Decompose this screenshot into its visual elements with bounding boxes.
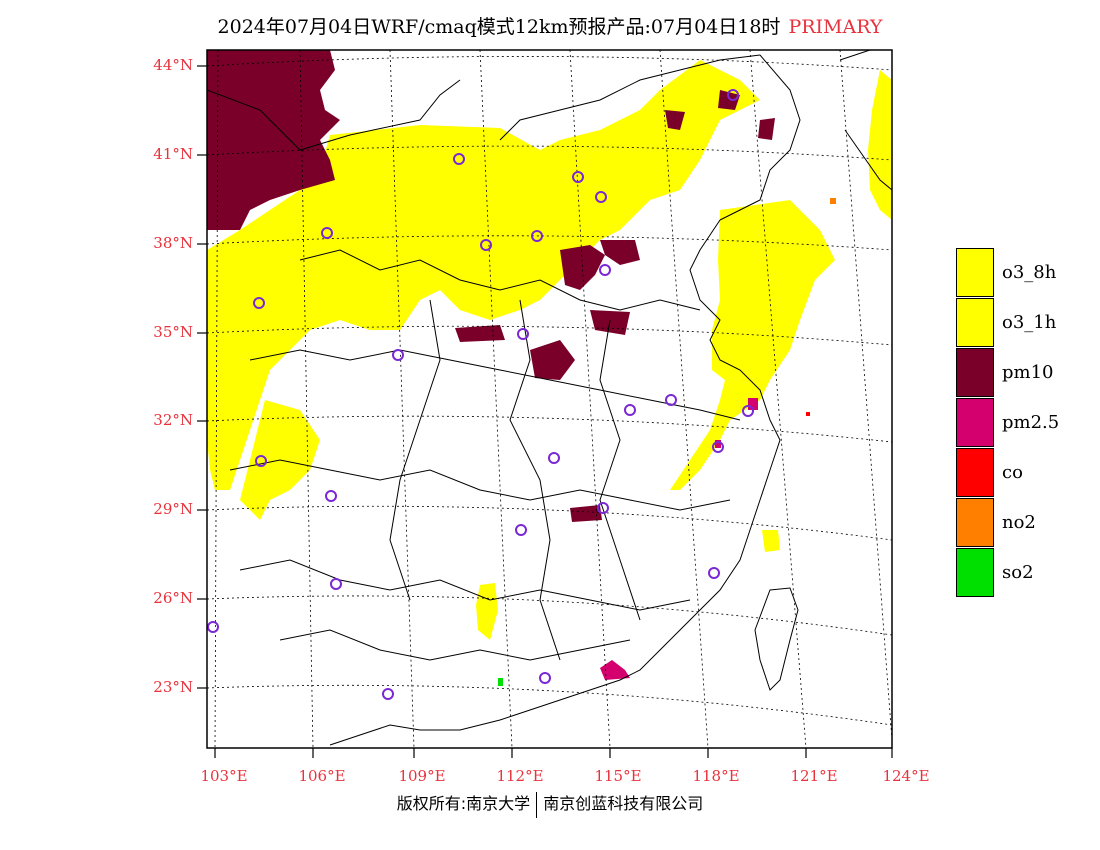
lat-label: 35°N [153, 323, 193, 341]
so2-spot [498, 678, 503, 686]
map-title: 2024年07月04日WRF/cmaq模式12km预报产品:07月04日18时 P… [0, 12, 1100, 39]
map-frame [206, 49, 893, 749]
legend-label: co [1002, 462, 1023, 483]
lat-label: 26°N [153, 589, 193, 607]
legend-item-pm25: pm2.5 [956, 398, 1096, 448]
legend-item-pm10: pm10 [956, 348, 1096, 398]
lon-label: 103°E [200, 767, 248, 785]
no2-spot [830, 198, 836, 204]
lat-label: 38°N [153, 234, 193, 252]
footer-divider [536, 791, 538, 818]
lon-label: 112°E [496, 767, 544, 785]
lon-label: 115°E [594, 767, 642, 785]
legend-swatch [956, 298, 994, 347]
lat-label: 44°N [153, 56, 193, 74]
legend-swatch [956, 348, 994, 397]
lat-label: 29°N [153, 500, 193, 518]
lat-label: 23°N [153, 678, 193, 696]
lat-label: 32°N [153, 411, 193, 429]
title-tag: PRIMARY [788, 16, 883, 38]
legend-swatch [956, 398, 994, 447]
legend-item-o3-8h: o3_8h [956, 248, 1096, 298]
copyright-left: 版权所有:南京大学 [396, 794, 531, 813]
legend-item-no2: no2 [956, 498, 1096, 548]
legend-label: so2 [1002, 562, 1034, 583]
legend-label: pm10 [1002, 362, 1054, 383]
boundaries [207, 50, 892, 746]
copyright-right: 南京创蓝科技有限公司 [543, 794, 704, 813]
ozone-region [207, 60, 892, 640]
legend-label: pm2.5 [1002, 412, 1060, 433]
axis-ticks [197, 65, 893, 758]
legend: o3_8h o3_1h pm10 pm2.5 co no2 so2 [956, 248, 1096, 598]
lon-label: 124°E [882, 767, 930, 785]
title-main: 2024年07月04日WRF/cmaq模式12km预报产品:07月04日18时 [217, 16, 781, 38]
lon-label: 109°E [398, 767, 446, 785]
legend-label: no2 [1002, 512, 1036, 533]
copyright-footer: 版权所有:南京大学 南京创蓝科技有限公司 [0, 790, 1100, 818]
pm10-region [207, 50, 775, 522]
legend-label: o3_1h [1002, 312, 1057, 333]
legend-item-co: co [956, 448, 1096, 498]
pm25-spots [600, 398, 758, 680]
legend-item-so2: so2 [956, 548, 1096, 598]
legend-swatch [956, 248, 994, 297]
legend-swatch [956, 548, 994, 597]
legend-item-o3-1h: o3_1h [956, 298, 1096, 348]
lon-label: 121°E [790, 767, 838, 785]
legend-swatch [956, 448, 994, 497]
co-spot [806, 412, 810, 416]
legend-swatch [956, 498, 994, 547]
lat-label: 41°N [153, 145, 193, 163]
lon-label: 106°E [298, 767, 346, 785]
station-markers [207, 89, 754, 700]
lon-label: 118°E [692, 767, 740, 785]
legend-label: o3_8h [1002, 262, 1057, 283]
